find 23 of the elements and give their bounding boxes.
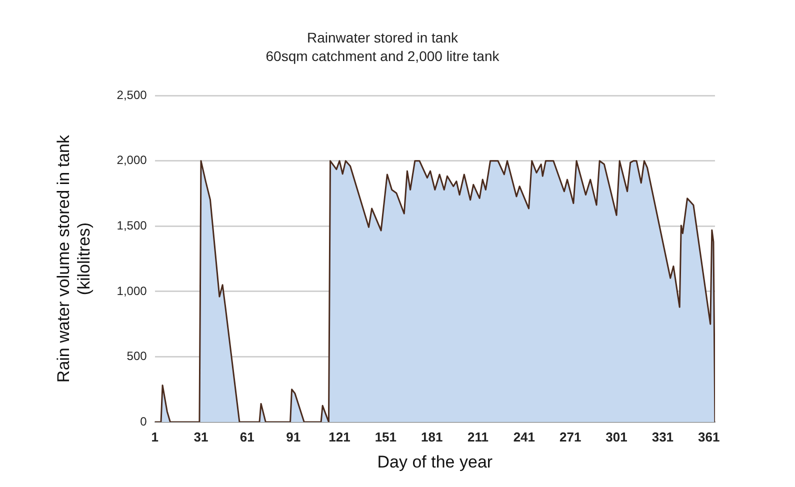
y-tick-label: 1,500 [116,218,148,232]
x-tick-label: 301 [606,429,628,444]
x-tick-label: 361 [698,429,720,444]
chart-title: Rainwater stored in tank [307,29,459,46]
x-tick-label: 121 [328,429,350,444]
y-tick-label: 500 [126,349,148,364]
x-tick-label: 211 [468,429,488,444]
x-tick-label: 91 [286,429,301,444]
x-tick-label: 61 [240,429,254,444]
y-tick-label: 0 [140,414,148,428]
chart-subtitle: 60sqm catchment and 2,000 litre tank [266,48,500,64]
x-tick-label: 1 [151,429,158,444]
y-tick-label: 2,500 [116,88,148,102]
x-tick-label: 31 [194,429,208,444]
x-tick-label: 271 [559,429,582,444]
y-axis-title: Rain water volume stored in tank (kilolitres) [54,134,94,383]
y-tick-label: 1,000 [116,284,148,298]
x-tick-label: 151 [374,429,397,444]
x-tick-label: 241 [513,429,536,444]
y-tick-label: 2,000 [116,153,148,168]
x-axis-title: Day of the year [377,452,493,472]
x-tick-label: 331 [652,429,674,444]
x-tick-label: 181 [420,429,443,444]
